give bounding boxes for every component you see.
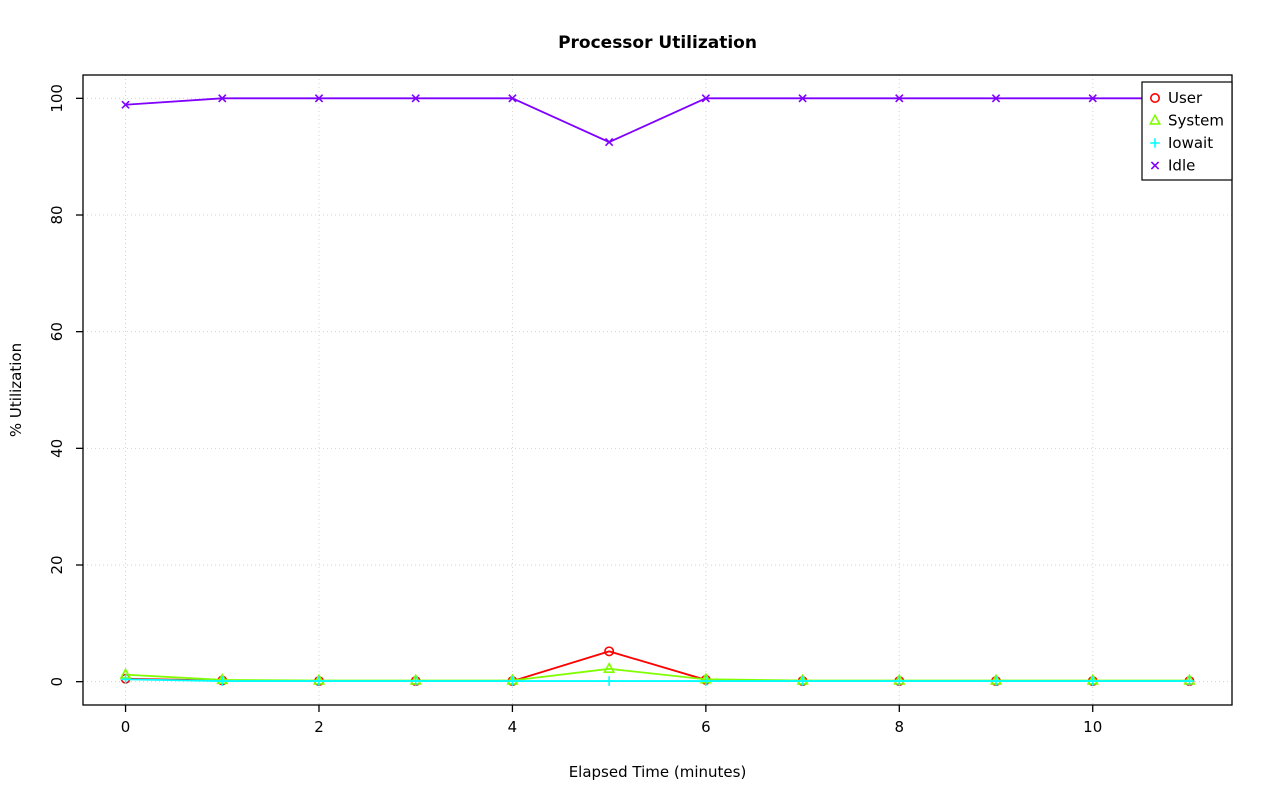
triangle-marker — [1148, 113, 1162, 125]
plus-marker — [894, 676, 905, 686]
y-axis-label: % Utilization — [7, 342, 25, 438]
x-tick-label: 8 — [895, 718, 905, 736]
series-line — [125, 667, 1190, 682]
series-iowait — [120, 674, 1195, 686]
x-marker — [1088, 94, 1097, 103]
x-tick-label: 10 — [1083, 718, 1102, 736]
x-marker — [314, 94, 324, 103]
y-tick-label: 40 — [48, 439, 66, 458]
plot-border — [82, 74, 1233, 706]
series-line — [125, 678, 1190, 682]
plus-marker — [1087, 676, 1098, 686]
plus-marker — [1184, 676, 1195, 686]
x-marker — [604, 137, 614, 147]
plus-marker — [314, 676, 324, 686]
legend-label: User — [1168, 89, 1203, 107]
legend — [1141, 81, 1233, 181]
triangle-marker — [603, 661, 616, 674]
x-tick-label: 6 — [701, 718, 711, 736]
plus-marker — [1150, 138, 1160, 148]
y-tick-label: 100 — [48, 84, 66, 113]
x-marker — [991, 94, 1001, 103]
y-tick-label: 60 — [48, 322, 66, 341]
y-tick-label: 0 — [48, 677, 66, 687]
x-marker — [895, 94, 904, 103]
x-marker — [701, 94, 711, 103]
legend-label: System — [1168, 112, 1224, 130]
x-tick-label: 0 — [121, 718, 131, 736]
plus-marker — [120, 674, 131, 685]
plus-marker — [217, 676, 228, 686]
x-marker — [121, 100, 130, 109]
circle-marker — [1150, 93, 1161, 104]
x-tick-label: 4 — [508, 718, 518, 736]
plus-marker — [604, 676, 614, 686]
series-line — [125, 97, 1190, 144]
y-tick-label: 20 — [48, 555, 66, 574]
plus-marker — [507, 676, 518, 686]
x-marker — [1150, 161, 1160, 170]
y-tick-label: 80 — [48, 205, 66, 224]
plus-marker — [410, 676, 421, 686]
series-line — [125, 650, 1190, 682]
plus-marker — [991, 676, 1001, 686]
legend-label: Iowait — [1168, 134, 1213, 152]
x-marker — [508, 94, 517, 103]
x-marker — [411, 94, 420, 103]
x-marker — [218, 94, 227, 103]
x-marker — [798, 94, 807, 103]
legend-label: Idle — [1168, 157, 1195, 175]
series-idle — [121, 94, 1194, 147]
x-tick-label: 2 — [314, 718, 324, 736]
plus-marker — [701, 676, 711, 686]
plus-marker — [797, 676, 808, 686]
circle-marker — [604, 646, 615, 657]
chart-title: Processor Utilization — [558, 33, 757, 53]
x-axis-label: Elapsed Time (minutes) — [568, 763, 747, 781]
